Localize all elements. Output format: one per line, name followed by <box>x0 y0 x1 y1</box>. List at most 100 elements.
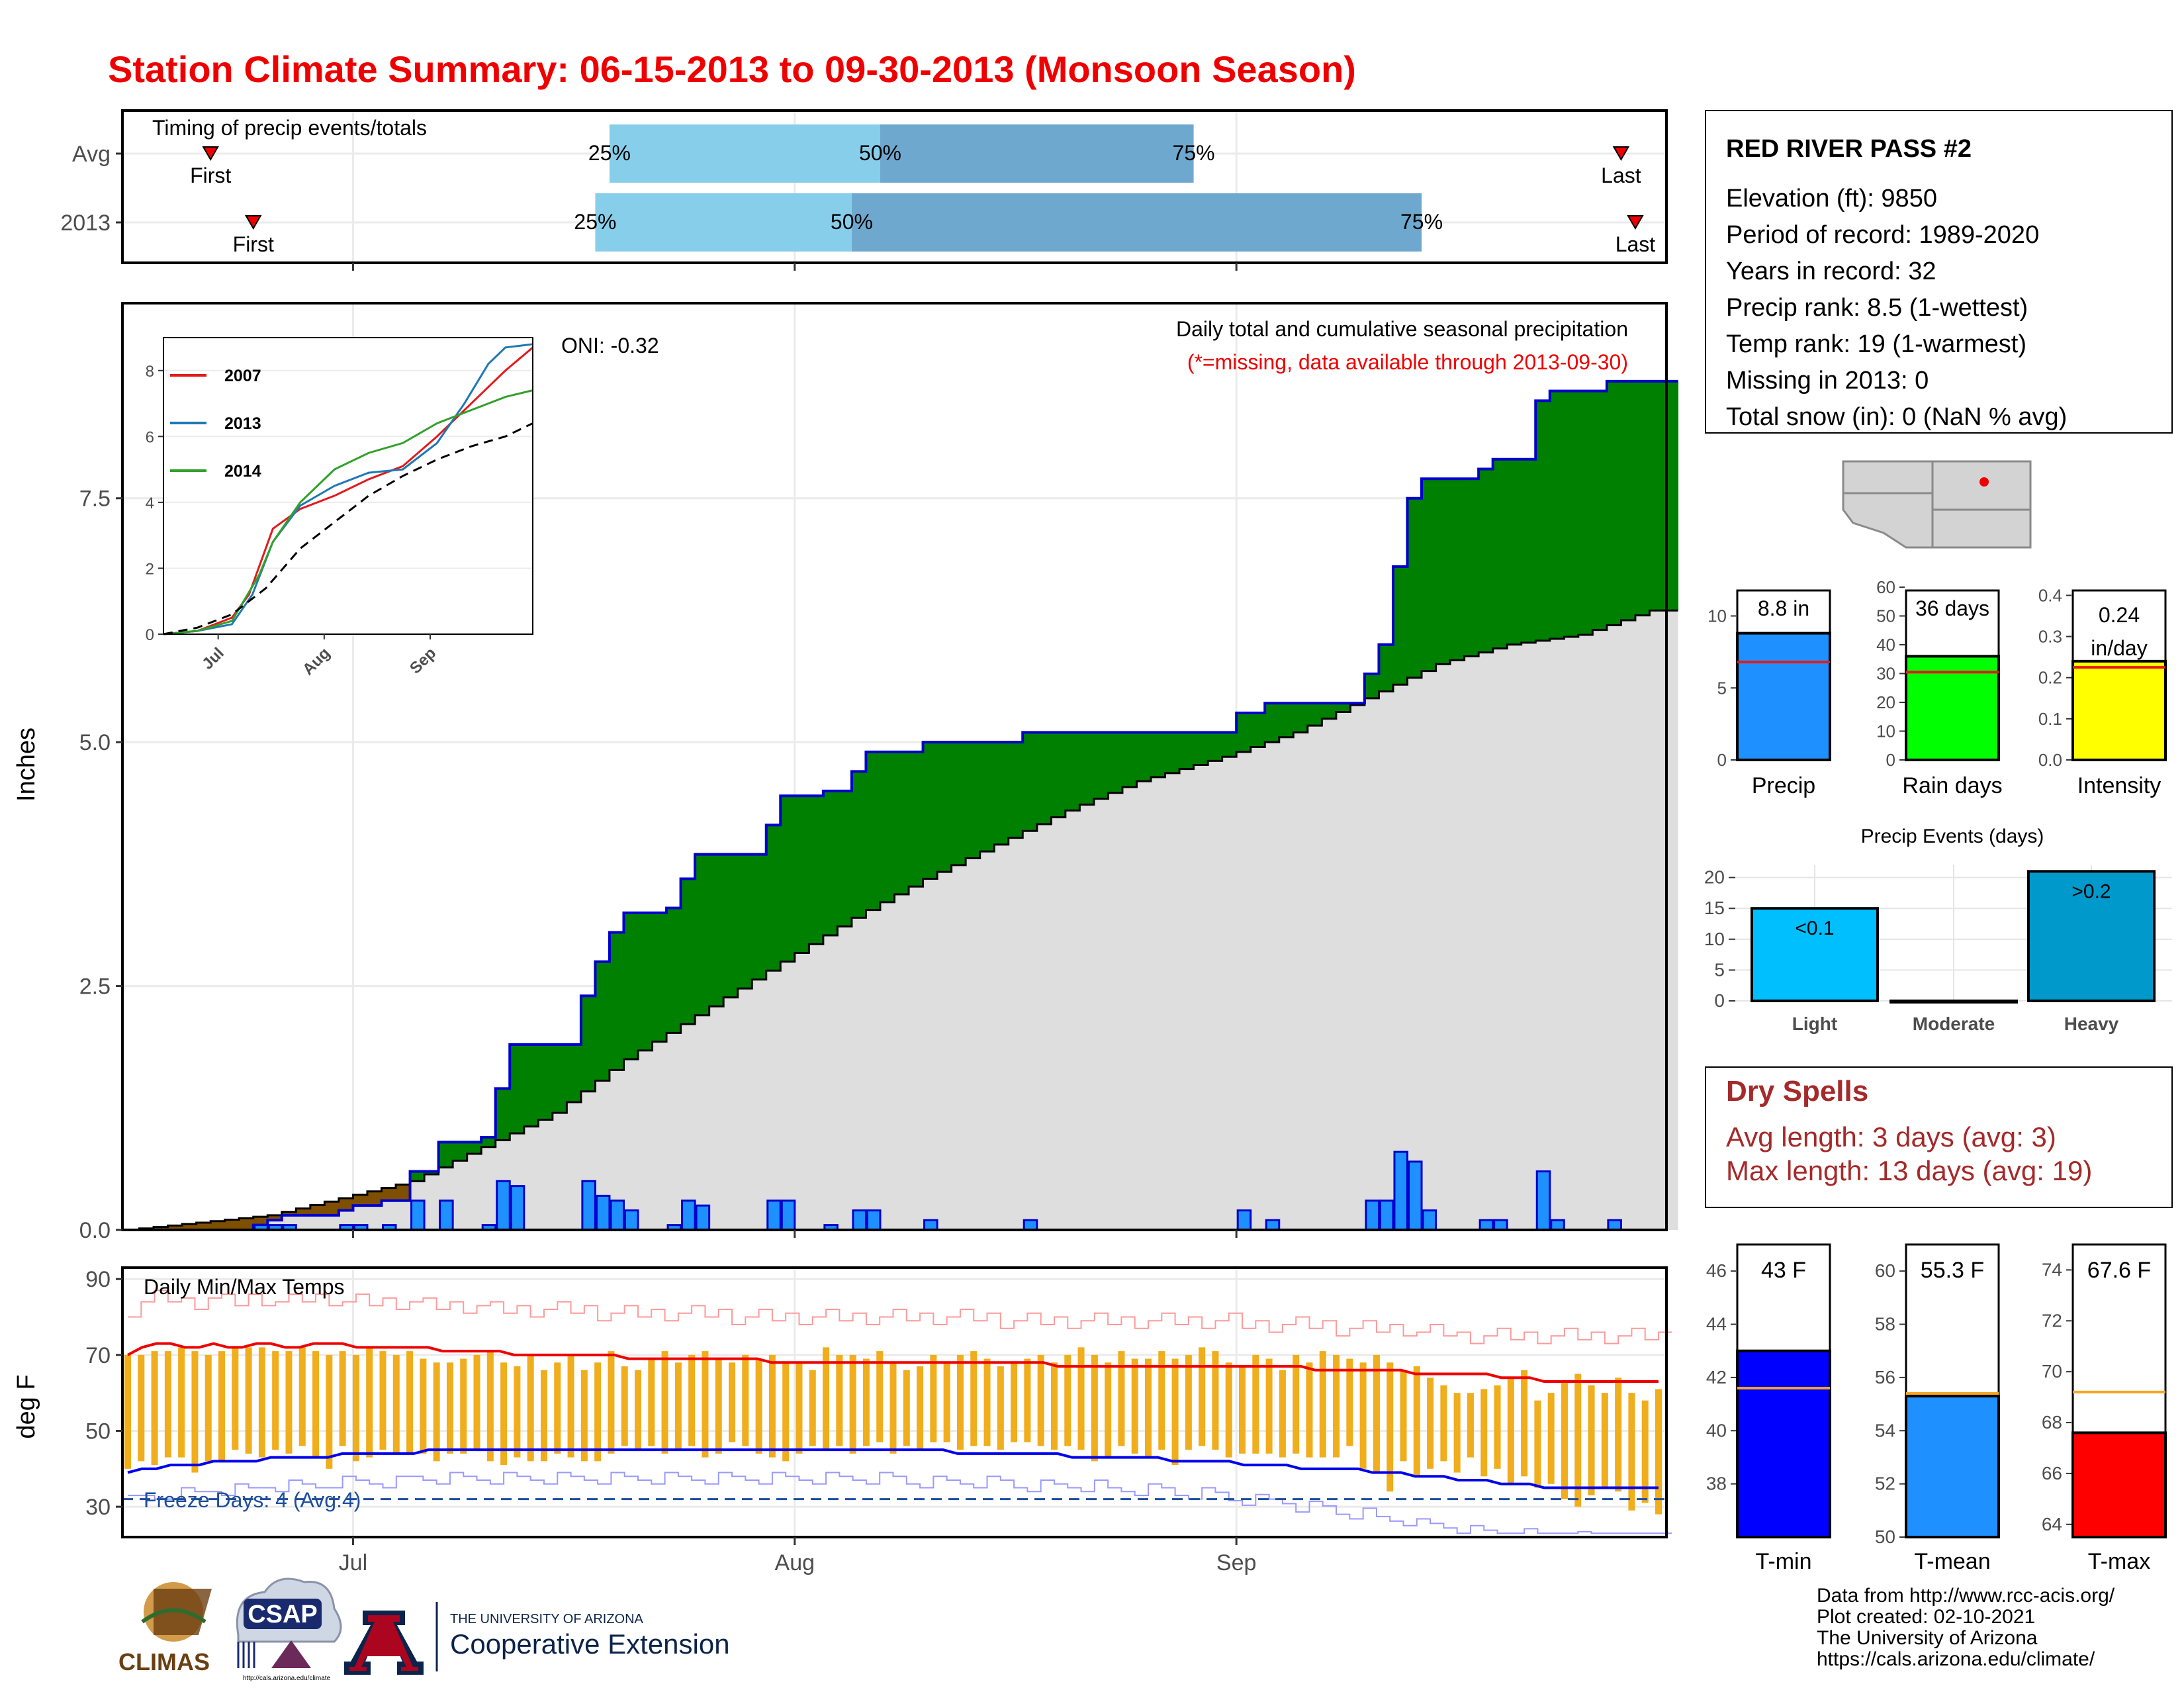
above-average-area <box>467 1142 482 1154</box>
below-average-area <box>310 1205 325 1215</box>
below-average-area <box>210 1221 226 1230</box>
daily-temp-range-bar <box>849 1354 856 1454</box>
above-average-area <box>1492 459 1508 649</box>
above-average-area <box>523 1045 539 1127</box>
daily-temp-range-bar <box>1171 1358 1179 1466</box>
daily-temp-range-bar <box>1293 1354 1300 1454</box>
above-average-area <box>1564 391 1579 637</box>
inset-ytick-label: 2 <box>146 560 154 578</box>
daily-temp-range-bar <box>1319 1351 1326 1458</box>
footer-line: https://cals.arizona.edu/climate/ <box>1817 1648 2095 1670</box>
missing-data-note: (*=missing, data available through 2013-… <box>1187 350 1628 374</box>
observed-cumulative-line <box>125 379 1678 1231</box>
above-average-area <box>1535 400 1551 641</box>
temp-record-high-line <box>128 1289 1672 1344</box>
station-info-line: Temp rank: 19 (1-warmest) <box>1726 330 2026 358</box>
month-tick-label: Sep <box>1216 1550 1257 1575</box>
daily-temp-range-bar <box>1655 1389 1662 1515</box>
daily-precip-bar <box>766 1199 782 1231</box>
daily-temp-range-bar <box>1225 1362 1232 1458</box>
above-average-area <box>752 854 767 980</box>
daily-precip-bar <box>410 1199 426 1231</box>
mini-bar-tick-label: 0.4 <box>2038 585 2062 605</box>
daily-precip-bar <box>1535 1170 1551 1231</box>
timing-bar-50-75 <box>880 124 1194 183</box>
above-average-area <box>1621 381 1636 620</box>
footer-line: Data from http://www.rcc-acis.org/ <box>1817 1585 2115 1607</box>
above-average-area <box>510 1045 525 1134</box>
temp-bar-value <box>1736 1349 1831 1539</box>
daily-temp-range-bar <box>1628 1393 1635 1511</box>
dry-spells-title: Dry Spells <box>1726 1075 1868 1107</box>
temp-ytick-label: 90 <box>85 1267 111 1292</box>
above-average-area <box>1279 703 1294 737</box>
timing-p75-label: 75% <box>1400 210 1443 234</box>
daily-temp-range-bar <box>1615 1378 1622 1492</box>
daily-temp-range-bar <box>1494 1385 1501 1469</box>
mini-bar-tick-label: 0.3 <box>2038 627 2062 647</box>
daily-temp-range-bar <box>392 1354 400 1454</box>
main-ytick-label: 7.5 <box>79 487 111 512</box>
daily-temp-range-bar <box>138 1354 145 1462</box>
csap-logo-url: http://cals.arizona.edu/climate <box>243 1675 331 1682</box>
above-average-area <box>1193 732 1208 765</box>
above-average-area <box>1222 732 1237 757</box>
timing-p50-label: 50% <box>859 141 901 165</box>
month-tick-label: Jul <box>339 1550 367 1575</box>
above-average-area <box>495 1088 510 1141</box>
daily-temp-range-bar <box>406 1351 414 1454</box>
daily-temp-range-bar <box>796 1362 803 1454</box>
temp-bar-label: T-min <box>1756 1549 1812 1574</box>
events-tick-label: 5 <box>1714 959 1725 980</box>
above-average-area <box>1108 732 1123 793</box>
above-average-area <box>481 1137 496 1147</box>
daily-temp-range-bar <box>1077 1347 1085 1450</box>
daily-temp-range-bar <box>272 1351 279 1450</box>
inset-legend-label: 2014 <box>224 462 261 481</box>
events-tick-label: 10 <box>1704 929 1725 949</box>
above-average-area <box>894 751 909 895</box>
above-average-area <box>666 908 682 1033</box>
above-average-area <box>623 913 639 1060</box>
below-average-area <box>239 1218 254 1230</box>
below-average-area <box>167 1225 183 1230</box>
daily-temp-range-bar <box>674 1362 682 1450</box>
main-ytick-label: 5.0 <box>79 730 111 755</box>
above-average-area <box>1250 712 1265 747</box>
temp-ytick-label: 50 <box>85 1419 111 1444</box>
mini-bar-tick-label: 40 <box>1876 635 1895 655</box>
mini-bar-tick-label: 0.0 <box>2038 750 2062 770</box>
daily-temp-range-bar <box>1547 1393 1555 1484</box>
daily-temp-range-bar <box>930 1354 937 1442</box>
inset-line-2013 <box>163 343 533 635</box>
inset-border <box>163 337 533 635</box>
station-info-line: Precip rank: 8.5 (1-wettest) <box>1726 294 2028 322</box>
events-bar <box>1889 1000 2018 1004</box>
above-average-area <box>823 790 838 935</box>
daily-temp-range-bar <box>245 1347 252 1454</box>
temp-y-axis-label: deg F <box>13 1374 40 1438</box>
timing-last-marker <box>1627 215 1644 230</box>
daily-temp-range-bar <box>742 1354 749 1446</box>
daily-temp-range-bar <box>1534 1400 1541 1488</box>
mini-bar-value-label: 0.24 <box>2099 603 2140 627</box>
mini-bar-tick-label: 10 <box>1707 606 1727 626</box>
daily-temp-range-bar <box>1145 1358 1152 1458</box>
above-average-area <box>1122 732 1137 787</box>
daily-precip-bar <box>510 1185 525 1231</box>
daily-precip-bar <box>780 1199 796 1231</box>
temp-ytick-label: 30 <box>85 1495 111 1520</box>
daily-temp-range-bar <box>997 1366 1004 1450</box>
above-average-area <box>438 1142 453 1168</box>
daily-temp-range-bar <box>218 1351 226 1462</box>
above-average-area <box>1236 712 1251 752</box>
daily-temp-range-bar <box>1279 1370 1286 1458</box>
daily-temp-range-bar <box>1387 1362 1394 1492</box>
above-average-area <box>453 1142 468 1161</box>
daily-precip-bar <box>866 1209 882 1231</box>
csap-logo-badge <box>244 1599 322 1629</box>
above-average-area <box>1507 459 1522 645</box>
below-average-area <box>196 1222 211 1230</box>
events-title: Precip Events (days) <box>1861 825 2044 847</box>
daily-temp-range-bar <box>1427 1378 1434 1469</box>
